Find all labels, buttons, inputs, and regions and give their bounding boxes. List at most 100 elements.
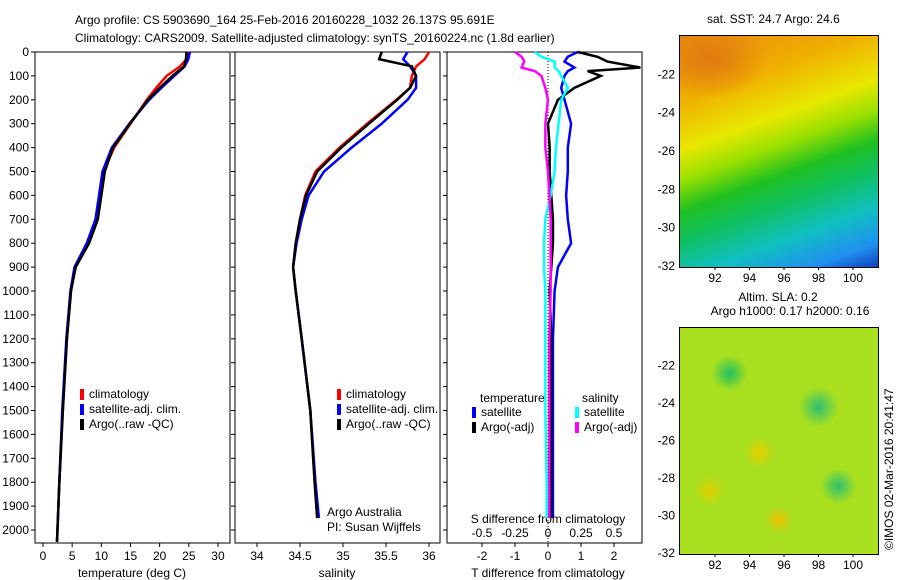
y-tick-label: 1000 bbox=[2, 284, 29, 298]
temp-line-1 bbox=[55, 51, 192, 542]
x2-tick-label: -0.25 bbox=[501, 526, 529, 540]
plot-frame-2 bbox=[234, 51, 441, 544]
legend-label: satellite bbox=[481, 405, 522, 419]
map2-title-2: Argo h1000: 0.17 h2000: 0.16 bbox=[711, 304, 870, 318]
y-tick-label: 600 bbox=[9, 188, 29, 202]
map-x-tick-label: 100 bbox=[843, 271, 863, 285]
x2-axis-label: S difference from climatology bbox=[471, 512, 626, 526]
map-x-tick-label: 98 bbox=[812, 558, 826, 572]
legend-swatch bbox=[80, 389, 84, 400]
map-x-tick-label: 96 bbox=[777, 271, 791, 285]
legend-label: climatology bbox=[89, 387, 149, 401]
x2-tick-label: 0.25 bbox=[569, 526, 593, 540]
map-y-tick-label: -32 bbox=[658, 259, 676, 273]
y-tick-label: 400 bbox=[9, 141, 29, 155]
title-line-1: Argo profile: CS 5903690_164 25-Feb-2016… bbox=[75, 13, 495, 27]
legend-label: satellite-adj. clim. bbox=[346, 402, 438, 416]
x-tick-label: 34.5 bbox=[288, 549, 312, 563]
x-tick-label: 34 bbox=[250, 549, 264, 563]
x2-tick-label: 0.5 bbox=[606, 526, 623, 540]
diff-line-0 bbox=[551, 50, 579, 519]
legend-swatch bbox=[337, 404, 341, 415]
x-tick-label: 35 bbox=[336, 549, 350, 563]
legend-label: Argo(-adj) bbox=[584, 420, 637, 434]
map-x-tick-label: 100 bbox=[843, 558, 863, 572]
y-tick-label: 100 bbox=[9, 69, 29, 83]
x-tick-label: 1 bbox=[578, 549, 585, 563]
annotation-2: PI: Susan Wijffels bbox=[327, 520, 421, 534]
map-y-tick-label: -24 bbox=[658, 106, 676, 120]
y-tick-label: 900 bbox=[9, 260, 29, 274]
x-tick-label: 30 bbox=[211, 549, 225, 563]
map-y-tick-label: -22 bbox=[658, 67, 676, 81]
map-y-tick-label: -22 bbox=[658, 358, 676, 372]
map-x-tick-label: 92 bbox=[708, 558, 722, 572]
legend-swatch bbox=[337, 419, 341, 430]
map-y-tick-label: -32 bbox=[658, 546, 676, 560]
credit-text: ©IMOS 02-Mar-2016 20:41:47 bbox=[882, 388, 896, 550]
legend-label: Argo(-adj) bbox=[481, 420, 534, 434]
legend-swatch bbox=[80, 404, 84, 415]
y-tick-label: 0 bbox=[22, 45, 29, 59]
x-axis-label: temperature (deg C) bbox=[78, 566, 186, 580]
legend-swatch bbox=[575, 407, 579, 418]
sal-line-2 bbox=[291, 51, 418, 519]
x-tick-label: -1 bbox=[510, 549, 521, 563]
map2-title-1: Altim. SLA: 0.2 bbox=[738, 290, 818, 304]
sst-map bbox=[679, 35, 879, 268]
x-tick-label: 15 bbox=[124, 549, 138, 563]
y-tick-label: 1600 bbox=[2, 427, 29, 441]
x-tick-label: 10 bbox=[95, 549, 109, 563]
legend-swatch bbox=[472, 407, 476, 418]
y-tick-label: 1500 bbox=[2, 404, 29, 418]
map-x-tick-label: 94 bbox=[743, 271, 757, 285]
legend-label: Argo(..raw -QC) bbox=[89, 417, 174, 431]
y-tick-label: 800 bbox=[9, 236, 29, 250]
x-axis-label: salinity bbox=[319, 566, 356, 580]
legend-title: salinity bbox=[582, 391, 619, 405]
legend-label: Argo(..raw -QC) bbox=[346, 417, 431, 431]
map-x-tick-label: 98 bbox=[812, 271, 826, 285]
y-tick-label: 1100 bbox=[3, 308, 29, 322]
x-tick-label: 25 bbox=[182, 549, 196, 563]
map-x-tick-label: 92 bbox=[708, 271, 722, 285]
x-tick-label: 35.5 bbox=[374, 549, 398, 563]
x-tick-label: 36 bbox=[422, 549, 436, 563]
x-tick-label: -2 bbox=[477, 549, 488, 563]
y-tick-label: 1800 bbox=[2, 475, 29, 489]
y-tick-label: 700 bbox=[9, 212, 29, 226]
map-y-tick-label: -28 bbox=[658, 182, 676, 196]
x-tick-label: 20 bbox=[153, 549, 167, 563]
x-axis-label: T difference from climatology bbox=[471, 566, 625, 580]
y-tick-label: 1700 bbox=[2, 451, 29, 465]
legend-label: satellite bbox=[584, 405, 625, 419]
sla-map bbox=[679, 327, 879, 555]
temp-line-2 bbox=[55, 51, 188, 542]
diff-line-3 bbox=[514, 50, 552, 519]
legend-swatch bbox=[337, 389, 341, 400]
map-y-tick-label: -30 bbox=[658, 508, 676, 522]
map-y-tick-label: -26 bbox=[658, 144, 676, 158]
y-tick-label: 500 bbox=[9, 165, 29, 179]
x-tick-label: 0 bbox=[545, 549, 552, 563]
diff-line-1 bbox=[546, 50, 641, 519]
legend-swatch bbox=[472, 422, 476, 433]
title-line-2: Climatology: CARS2009. Satellite-adjuste… bbox=[75, 31, 555, 45]
plot-frame-1 bbox=[34, 51, 231, 544]
x2-tick-label: -0.5 bbox=[472, 526, 493, 540]
map-y-tick-label: -30 bbox=[658, 221, 676, 235]
map-y-tick-label: -24 bbox=[658, 396, 676, 410]
legend-swatch bbox=[80, 419, 84, 430]
y-tick-label: 200 bbox=[9, 93, 29, 107]
y-tick-label: 1900 bbox=[2, 499, 29, 513]
y-tick-label: 2000 bbox=[2, 523, 29, 537]
legend-label: satellite-adj. clim. bbox=[89, 402, 181, 416]
map-x-tick-label: 94 bbox=[743, 558, 757, 572]
x-tick-label: 2 bbox=[611, 549, 618, 563]
plot-frame-3 bbox=[446, 51, 643, 544]
map-y-tick-label: -28 bbox=[658, 471, 676, 485]
map-x-tick-label: 96 bbox=[777, 558, 791, 572]
y-tick-label: 1400 bbox=[2, 380, 29, 394]
